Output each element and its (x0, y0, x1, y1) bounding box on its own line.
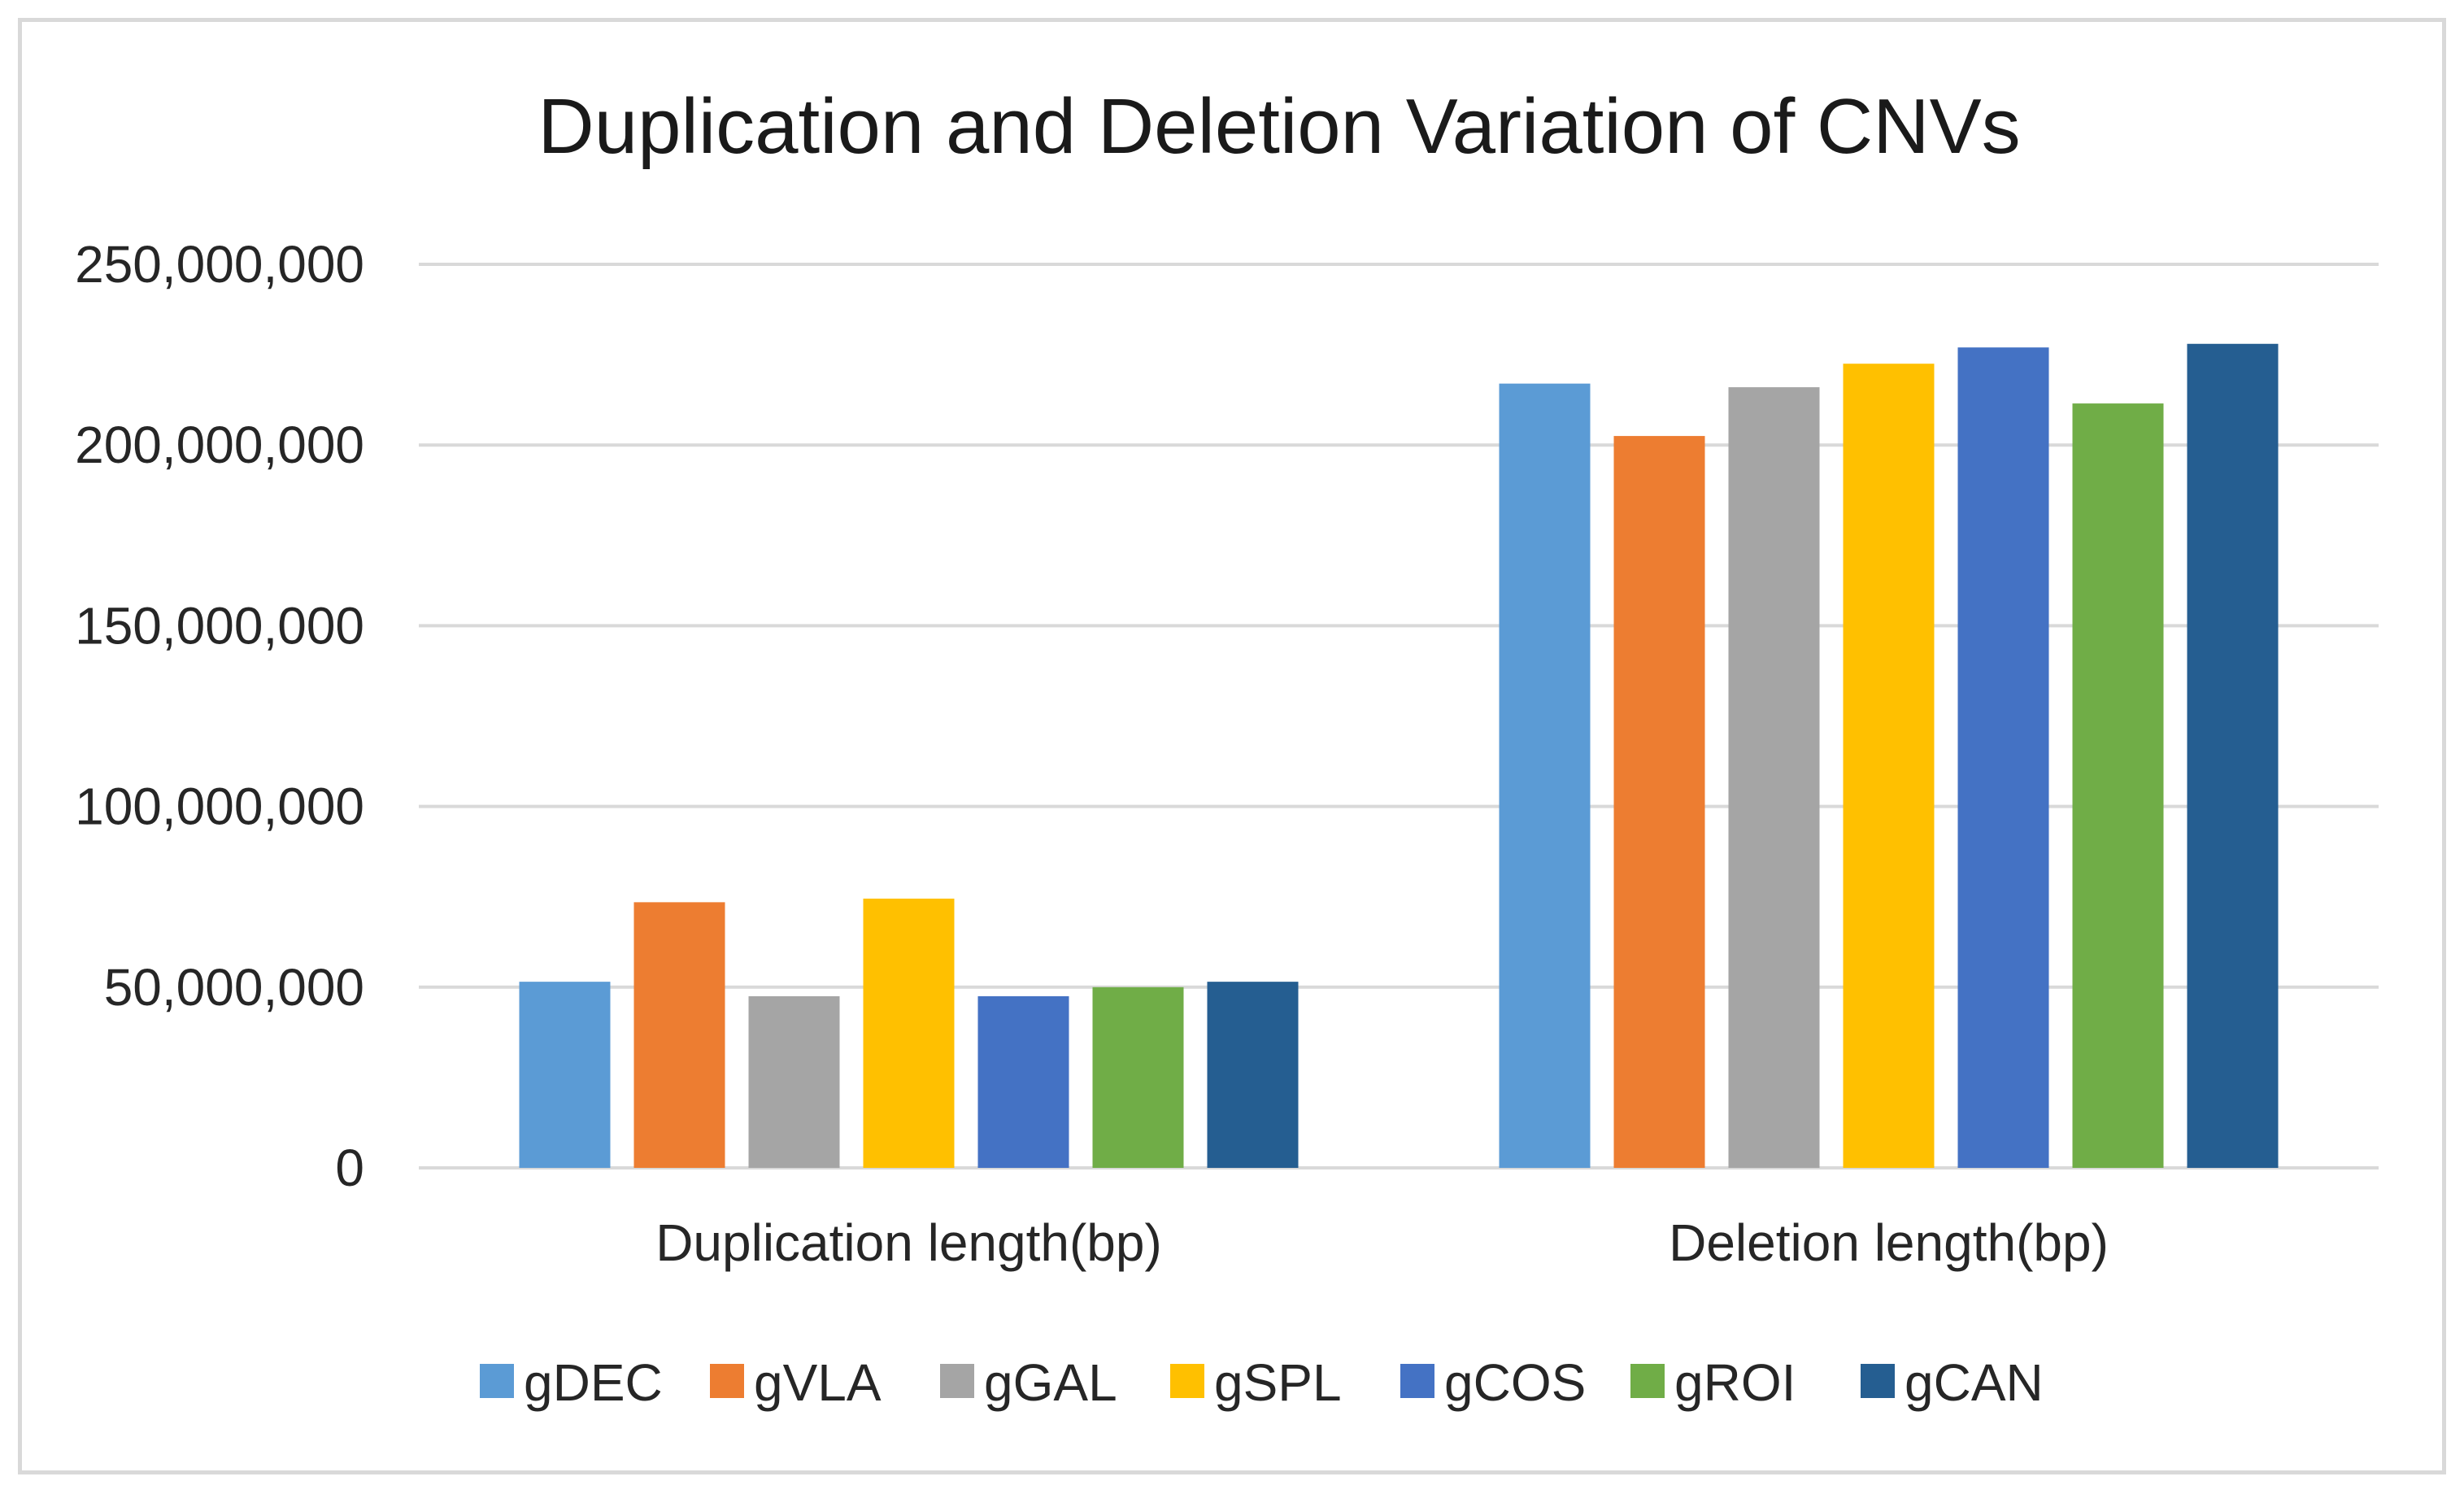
bar-gCOS-deletion (1957, 347, 2049, 1168)
legend-swatch-gDEC (480, 1364, 514, 1398)
bar-gDEC-deletion (1499, 383, 1591, 1169)
bar-gGAL-duplication (748, 995, 840, 1168)
y-tick-label: 0 (335, 1139, 364, 1197)
legend-label-gCOS: gCOS (1444, 1353, 1586, 1412)
gridlines (419, 263, 2379, 1170)
legend-swatch-gCOS (1400, 1364, 1434, 1398)
y-tick-label: 250,000,000 (75, 235, 364, 294)
x-category-label: Deletion length(bp) (1669, 1213, 2109, 1272)
legend-swatch-gCAN (1861, 1364, 1895, 1398)
legend-label-gSPL: gSPL (1214, 1353, 1342, 1412)
legend: gDEC gVLA gGAL gSPL gCOS gROI gCAN (480, 1353, 2044, 1412)
x-category-label: Duplication length(bp) (655, 1213, 1162, 1272)
bar-gSPL-deletion (1843, 364, 1935, 1169)
bar-gGAL-deletion (1728, 387, 1820, 1168)
legend-swatch-gSPL (1170, 1364, 1204, 1398)
bar-gVLA-duplication (633, 902, 725, 1168)
legend-swatch-gVLA (710, 1364, 744, 1398)
bar-gSPL-duplication (863, 898, 955, 1168)
legend-label-gROI: gROI (1674, 1353, 1796, 1412)
legend-label-gVLA: gVLA (754, 1353, 882, 1412)
bars (519, 343, 2279, 1169)
bar-gCAN-duplication (1207, 982, 1299, 1168)
bar-gVLA-deletion (1613, 436, 1705, 1168)
y-tick-label: 100,000,000 (75, 777, 364, 836)
chart-title: Duplication and Deletion Variation of CN… (538, 83, 2020, 170)
bar-gROI-duplication (1092, 987, 1184, 1168)
legend-label-gGAL: gGAL (984, 1353, 1117, 1412)
bar-gROI-deletion (2072, 403, 2164, 1168)
legend-label-gDEC: gDEC (524, 1353, 663, 1412)
bar-gDEC-duplication (519, 982, 611, 1168)
y-tick-label: 50,000,000 (104, 958, 364, 1017)
y-tick-label: 200,000,000 (75, 416, 364, 474)
legend-swatch-gROI (1630, 1364, 1665, 1398)
x-axis-categories: Duplication length(bp) Deletion length(bp… (655, 1213, 2109, 1272)
y-tick-label: 150,000,000 (75, 596, 364, 655)
bar-gCOS-duplication (977, 995, 1069, 1168)
legend-swatch-gGAL (940, 1364, 974, 1398)
y-axis-ticks: 0 50,000,000 100,000,000 150,000,000 200,000… (75, 235, 364, 1197)
bar-gCAN-deletion (2187, 343, 2279, 1168)
legend-label-gCAN: gCAN (1905, 1353, 2044, 1412)
